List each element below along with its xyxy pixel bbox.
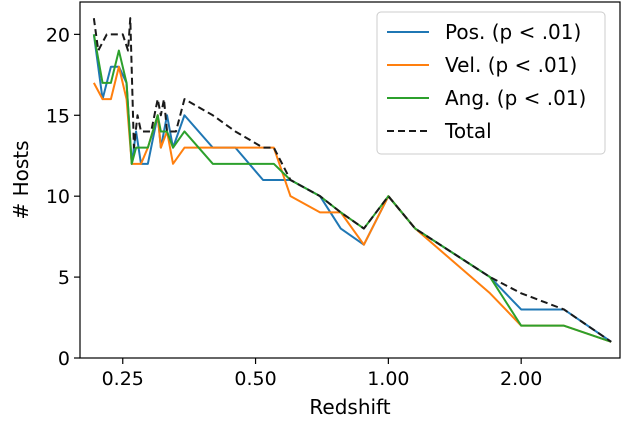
y-tick-label: 0 xyxy=(58,348,70,370)
x-axis-label: Redshift xyxy=(309,395,390,419)
x-tick-label: 2.00 xyxy=(500,368,542,390)
y-tick-label: 15 xyxy=(46,105,70,127)
legend-label: Total xyxy=(444,119,492,143)
y-tick-label: 5 xyxy=(58,267,70,289)
y-axis: 0 5 10 15 20 xyxy=(46,24,80,370)
series-layer xyxy=(92,17,612,343)
legend-label: Pos. (p < .01) xyxy=(445,20,581,44)
x-tick-label: 0.25 xyxy=(102,368,144,390)
legend-label: Vel. (p < .01) xyxy=(445,53,577,77)
series-line-3 xyxy=(92,34,612,343)
legend-box xyxy=(376,11,606,155)
x-tick-label: 0.50 xyxy=(234,368,276,390)
x-tick-label: 1.00 xyxy=(367,368,409,390)
y-axis-label: # Hosts xyxy=(9,140,33,219)
legend: Pos. (p < .01) Vel. (p < .01) Ang. (p < .0… xyxy=(376,11,606,155)
series-line-4 xyxy=(92,17,612,343)
plot-frame xyxy=(79,1,621,359)
y-tick-label: 20 xyxy=(46,24,70,46)
y-tick-label: 10 xyxy=(46,186,70,208)
x-axis: 0.25 0.50 1.00 2.00 xyxy=(102,358,542,390)
legend-label: Ang. (p < .01) xyxy=(445,86,586,110)
